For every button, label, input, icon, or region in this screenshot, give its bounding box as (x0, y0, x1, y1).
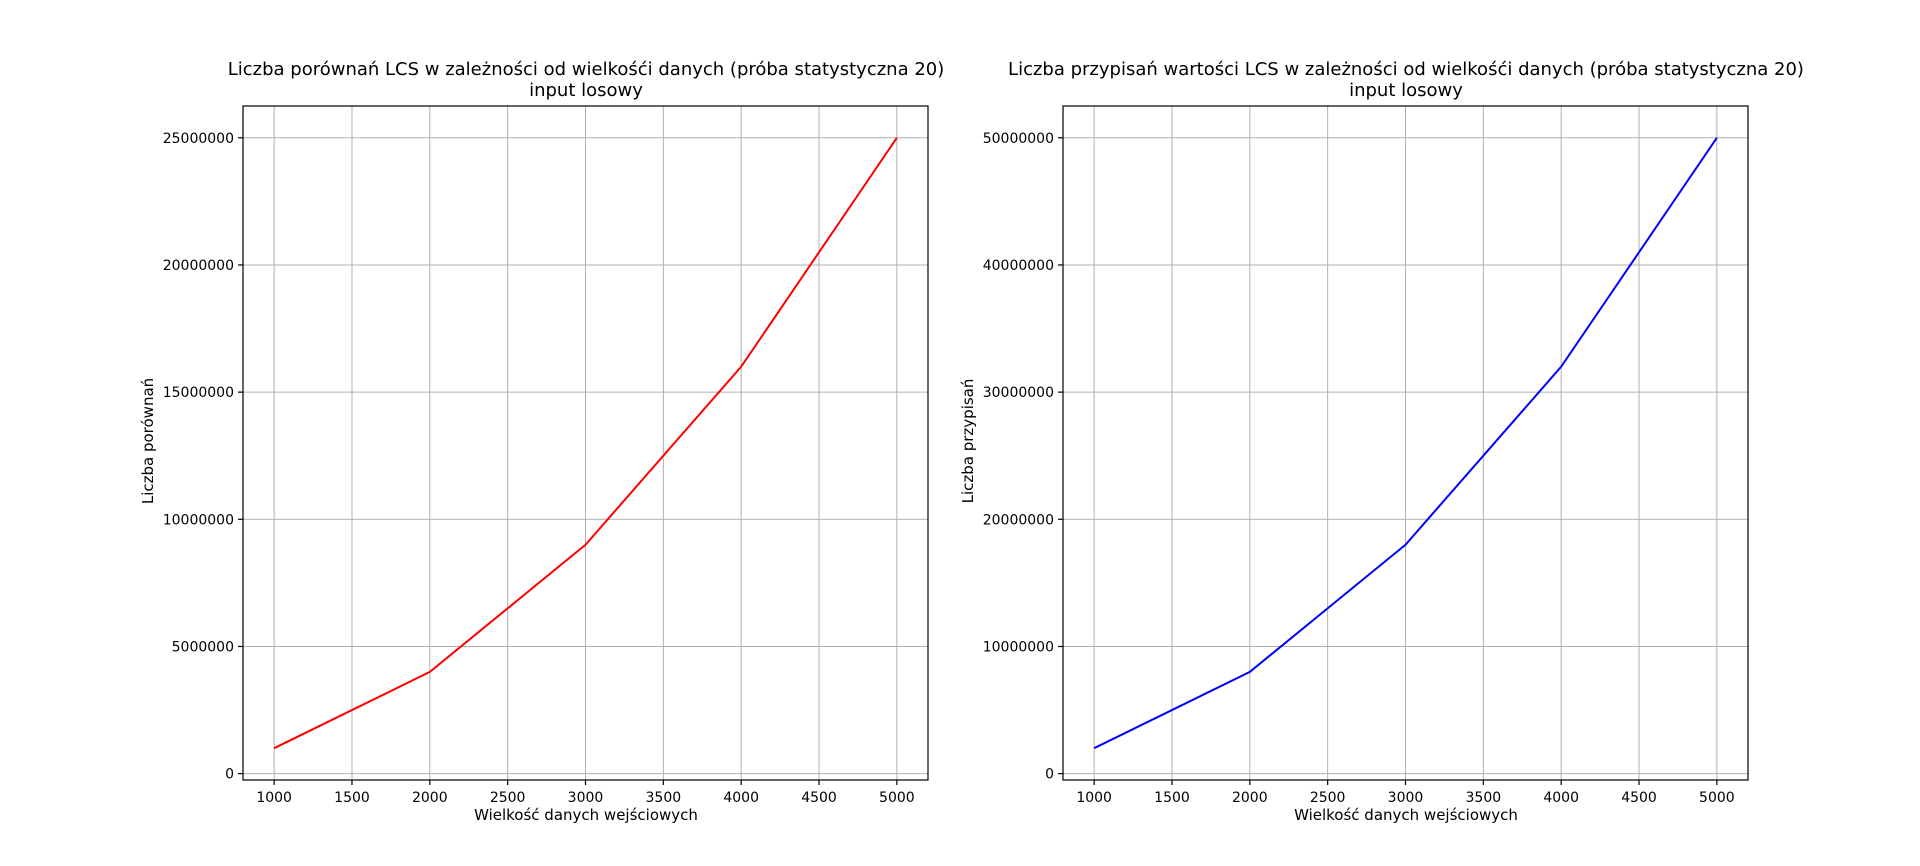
y-axis-label: Liczba porównań (139, 378, 157, 504)
x-tick-label: 2500 (490, 790, 526, 806)
y-tick-label: 0 (225, 767, 234, 783)
y-tick-label: 0 (1045, 767, 1054, 783)
y-axis-label: Liczba przypisań (959, 379, 977, 504)
x-tick-label: 2000 (412, 790, 448, 806)
x-tick-label: 2000 (1232, 790, 1268, 806)
x-tick-label: 4000 (723, 790, 759, 806)
grid (243, 106, 928, 780)
x-axis-label: Wielkość danych wejściowych (474, 806, 698, 824)
x-tick-label: 1500 (1154, 790, 1190, 806)
x-tick-label: 4000 (1543, 790, 1579, 806)
x-tick-label: 3000 (1388, 790, 1424, 806)
y-tick-label: 30000000 (983, 385, 1054, 401)
chart-subtitle: input losowy (529, 80, 643, 101)
x-tick-label: 5000 (879, 790, 915, 806)
chart-assignments: 1000 1500 2000 2500 3000 3500 4000 4500 5000 0 100… (959, 59, 1804, 824)
y-tick-label: 10000000 (163, 512, 234, 528)
x-axis-label: Wielkość danych wejściowych (1294, 806, 1518, 824)
x-tick-label: 1000 (1076, 790, 1112, 806)
x-tick-label: 4500 (1621, 790, 1657, 806)
grid (1063, 106, 1748, 780)
y-tick-label: 25000000 (163, 131, 234, 147)
y-tick-label: 20000000 (163, 258, 234, 274)
plot-frame (242, 105, 929, 781)
series-line (273, 137, 898, 750)
x-tick-label: 3500 (646, 790, 682, 806)
chart-title: Liczba przypisań wartości LCS w zależnoś… (1008, 59, 1804, 80)
x-tick-label: 2500 (1310, 790, 1346, 806)
ticks: 1000 1500 2000 2500 3000 3500 4000 4500 5000 0 500… (163, 131, 915, 806)
x-tick-label: 1000 (256, 790, 292, 806)
chart-title: Liczba porównań LCS w zależności od wiel… (228, 59, 945, 80)
y-tick-label: 15000000 (163, 385, 234, 401)
series (273, 137, 898, 750)
y-tick-label: 50000000 (983, 131, 1054, 147)
y-tick-label: 40000000 (983, 258, 1054, 274)
x-tick-label: 4500 (801, 790, 837, 806)
series-line (1093, 137, 1718, 750)
chart-subtitle: input losowy (1349, 80, 1463, 101)
x-tick-label: 3500 (1466, 790, 1502, 806)
y-tick-label: 5000000 (172, 639, 234, 655)
x-tick-label: 3000 (568, 790, 604, 806)
plot-frame (1062, 105, 1749, 781)
chart-comparisons: 1000 1500 2000 2500 3000 3500 4000 4500 5000 0 500… (139, 59, 944, 824)
y-tick-label: 10000000 (983, 639, 1054, 655)
y-tick-label: 20000000 (983, 512, 1054, 528)
ticks: 1000 1500 2000 2500 3000 3500 4000 4500 5000 0 100… (983, 131, 1735, 806)
series (1093, 137, 1718, 750)
x-tick-label: 5000 (1699, 790, 1735, 806)
x-tick-label: 1500 (334, 790, 370, 806)
